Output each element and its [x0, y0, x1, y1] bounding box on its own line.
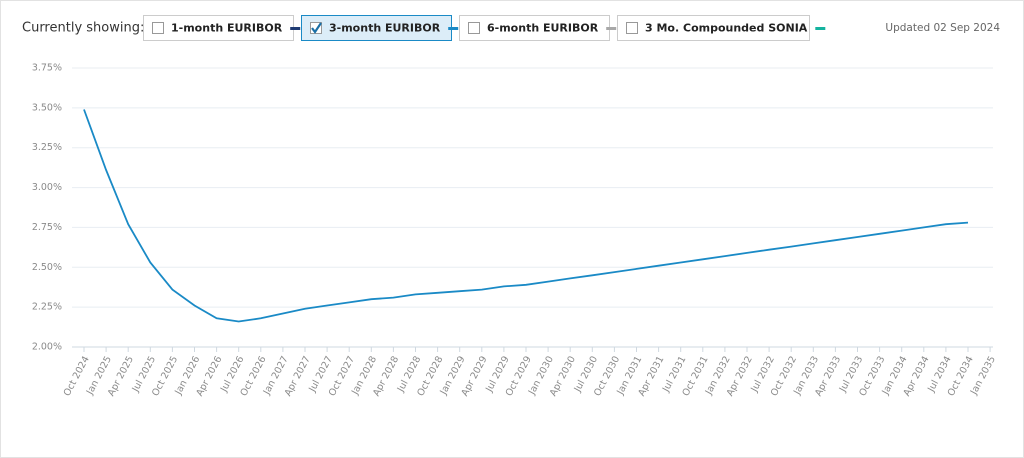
button-label: 3 Mo. Compounded SONIA: [645, 22, 808, 35]
checkbox[interactable]: [468, 22, 480, 34]
series-swatch: [290, 27, 301, 30]
y-tick-label: 3.75%: [32, 63, 62, 74]
y-tick-label: 2.50%: [32, 262, 62, 273]
button-label: 6-month EURIBOR: [487, 22, 599, 35]
y-tick-label: 3.25%: [32, 142, 62, 153]
checkbox[interactable]: [310, 22, 322, 34]
toggle-button[interactable]: 6-month EURIBOR: [459, 15, 617, 41]
button-label: 1-month EURIBOR: [171, 22, 283, 35]
y-tick-label: 2.25%: [32, 302, 62, 313]
updated-date: Updated 02 Sep 2024: [885, 22, 1000, 34]
y-tick-label: 2.00%: [32, 342, 62, 353]
series-swatch: [815, 27, 826, 30]
checkbox[interactable]: [152, 22, 164, 34]
toggle-button[interactable]: 3 Mo. Compounded SONIA: [617, 15, 826, 41]
button-box[interactable]: [617, 15, 810, 41]
toggle-button[interactable]: 3-month EURIBOR: [301, 15, 459, 41]
showing-label: Currently showing:: [22, 21, 144, 36]
y-tick-label: 2.75%: [32, 222, 62, 233]
series-swatch: [448, 27, 459, 30]
toggle-button[interactable]: 1-month EURIBOR: [143, 15, 301, 41]
button-box[interactable]: [459, 15, 610, 41]
button-box[interactable]: [143, 15, 294, 41]
button-box[interactable]: [301, 15, 452, 41]
y-tick-label: 3.00%: [32, 182, 62, 193]
y-tick-label: 3.50%: [32, 102, 62, 113]
series-swatch: [606, 27, 617, 30]
checkbox[interactable]: [626, 22, 638, 34]
series-line: [83, 109, 969, 323]
button-label: 3-month EURIBOR: [329, 22, 441, 35]
checkmark: [311, 22, 322, 34]
